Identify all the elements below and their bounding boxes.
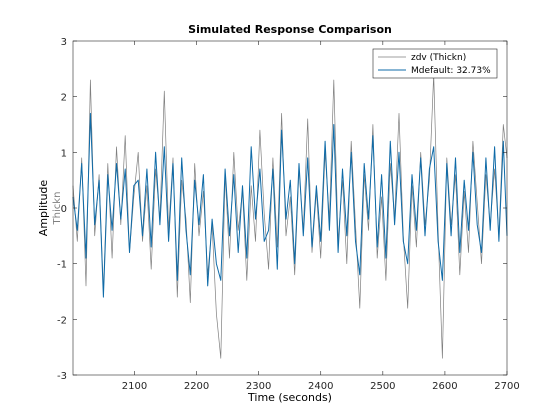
x-tick-label: 2100 [122,381,147,392]
x-tick-label: 2400 [308,381,333,392]
x-tick-label: 2200 [184,381,209,392]
x-tick-label: 2300 [246,381,271,392]
legend-label-zdv: zdv (Thickn) [411,53,466,63]
series-layer [72,74,508,359]
tick-layer: 2100 2200 2300 2400 2500 2600 2700 -3 -2 -1 0 1 2 3 [57,37,520,392]
series-line-0 [72,74,508,359]
y-tick-label: -1 [57,260,67,271]
x-tick-label: 2500 [370,381,395,392]
y-tick-label: -3 [57,371,67,382]
y-tick-label: 3 [61,37,67,48]
x-tick-label: 2700 [494,381,519,392]
y-tick-label: 0 [61,204,67,215]
y-tick-label: -2 [57,315,67,326]
y-axis-channel-label: Thickn [52,192,63,226]
y-tick-label: 2 [61,93,67,104]
legend-label-mdefault: Mdefault: 32.73% [411,66,491,76]
y-axis-label: Amplitude [37,180,50,237]
x-tick-label: 2600 [432,381,457,392]
legend-box [372,48,498,79]
chart-title: Simulated Response Comparison [188,23,392,36]
y-tick-label: 1 [61,148,67,159]
x-axis-label: Time (seconds) [247,391,332,404]
series-line-1 [72,112,508,298]
legend: zdv (Thickn) Mdefault: 32.73% [372,48,498,79]
